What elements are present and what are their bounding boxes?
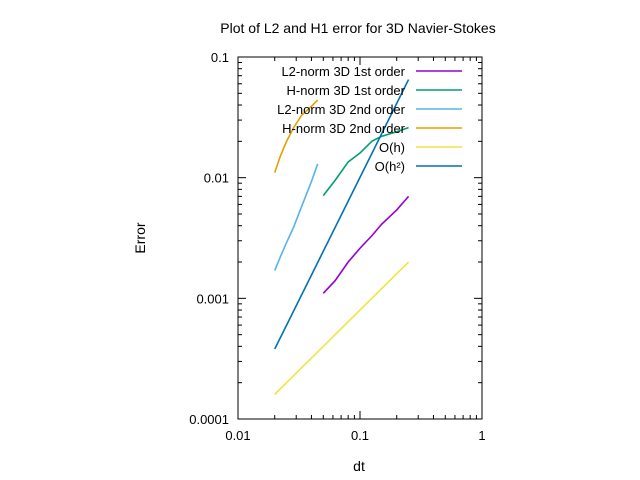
- chart-title: Plot of L2 and H1 error for 3D Navier-St…: [220, 20, 495, 36]
- x-tick-label: 1: [478, 428, 485, 443]
- y-tick-label: 0.001: [196, 291, 229, 306]
- legend-label-5: O(h): [379, 140, 405, 155]
- x-axis-label: dt: [353, 458, 365, 474]
- legend-label-3: L2-norm 3D 2nd order: [277, 102, 406, 117]
- legend: L2-norm 3D 1st order H-norm 3D 1st order L…: [277, 64, 462, 174]
- legend-label-4: H-norm 3D 2nd order: [282, 121, 405, 136]
- x-tick-label: 0.1: [351, 428, 369, 443]
- series-line-2: [322, 126, 409, 197]
- y-axis-label: Error: [132, 222, 148, 253]
- series-line-1: [322, 195, 410, 294]
- series-group: [273, 79, 410, 395]
- series-line-3: [273, 163, 319, 271]
- y-tick-label: 0.1: [211, 50, 229, 65]
- legend-label-1: L2-norm 3D 1st order: [281, 64, 405, 79]
- legend-label-2: H-norm 3D 1st order: [287, 83, 406, 98]
- y-tick-label: 0.01: [204, 171, 229, 186]
- legend-label-6: O(h²): [375, 159, 405, 174]
- series-line-6: [274, 79, 410, 350]
- y-tick-label: 0.0001: [189, 412, 229, 427]
- series-line-5: [274, 261, 410, 395]
- axes: 0.01 0.1 1 0.0001 0.001 0.01 0.1: [189, 50, 485, 443]
- x-tick-label: 0.01: [225, 428, 250, 443]
- series-line-4: [273, 99, 319, 173]
